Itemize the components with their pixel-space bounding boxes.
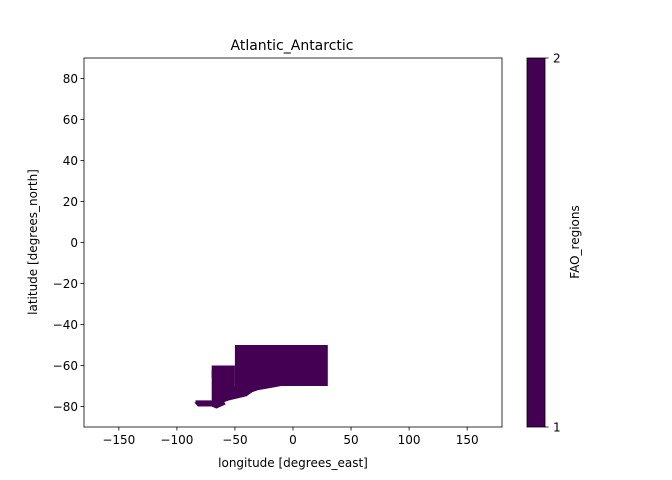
y-axis-label: latitude [degrees_north] (26, 169, 40, 315)
x-axis-label: longitude [degrees_east] (218, 456, 368, 470)
region-cell-3 (211, 386, 282, 403)
y-tick-label: 40 (63, 154, 78, 168)
map-area (83, 57, 503, 428)
y-tick-label: 0 (70, 236, 78, 250)
y-tick-label: 80 (63, 72, 78, 86)
colorbar-tick-label: 1 (553, 421, 561, 435)
colorbar-ticks: 12 (545, 52, 561, 435)
y-tick-label: −60 (53, 359, 78, 373)
y-axis: −80 −60 −40 −20 0 20 40 60 80 (53, 72, 84, 414)
y-tick-label: −40 (53, 318, 78, 332)
x-tick-label: −100 (160, 433, 193, 447)
x-axis: −150 −100 −50 0 50 100 150 (102, 427, 479, 447)
y-tick-label: −20 (53, 277, 78, 291)
colorbar-fill (526, 57, 546, 428)
x-tick-label: 100 (398, 433, 421, 447)
x-tick-label: 0 (289, 433, 297, 447)
colorbar: 12 FAO_regions (526, 52, 582, 435)
region-cell-0 (234, 345, 328, 386)
x-tick-label: −50 (222, 433, 247, 447)
region-cell-5 (194, 402, 208, 407)
chart-title: Atlantic_Antarctic (231, 38, 354, 54)
region-cell-2 (211, 369, 224, 378)
region-layer (194, 345, 328, 409)
x-tick-label: 50 (343, 433, 358, 447)
colorbar-label: FAO_regions (568, 205, 582, 278)
y-tick-label: 20 (63, 195, 78, 209)
y-tick-label: 60 (63, 113, 78, 127)
y-tick-label: −80 (53, 400, 78, 414)
x-tick-label: −150 (102, 433, 135, 447)
x-tick-label: 150 (456, 433, 479, 447)
colorbar-tick-label: 2 (553, 52, 561, 66)
